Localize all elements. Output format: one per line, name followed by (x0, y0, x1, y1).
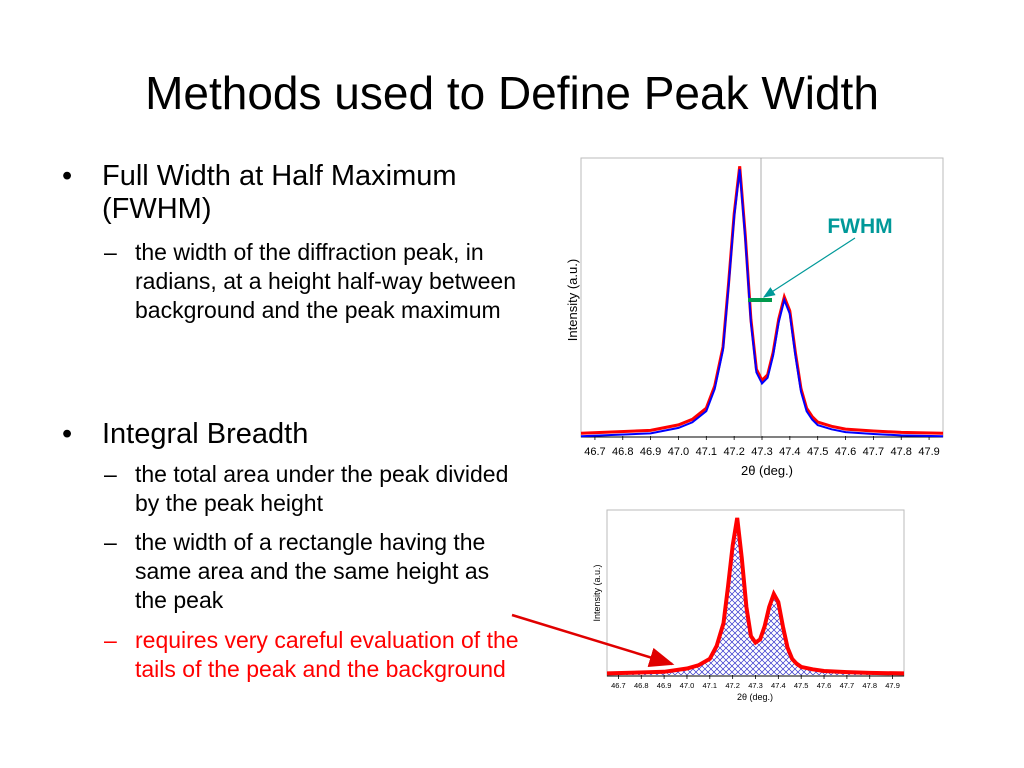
x-tick-label: 47.4 (779, 446, 800, 458)
integral-breadth-chart: 46.7 46.8 46.9 47.0 47.1 47.2 47.3 47.4 47.5 47.6… (592, 509, 905, 702)
tails-arrow (511, 613, 675, 667)
y-axis-label: Intensity (a.u.) (592, 564, 602, 621)
x-axis-label: 2θ (deg.) (741, 463, 793, 478)
bullet-dot-icon: • (62, 160, 73, 192)
bullet-text: Integral Breadth (102, 418, 309, 450)
x-tick-label: 47.2 (725, 681, 740, 690)
sub-bullet-text: the total area under the peak divided by… (135, 461, 509, 516)
x-tick-labels: 46.7 46.8 46.9 47.0 47.1 47.2 47.3 47.4 47.5 47.6… (611, 675, 900, 690)
series-line (606, 517, 905, 676)
x-tick-labels: 46.7 46.8 46.9 47.0 47.1 47.2 47.3 47.4 47.5 47.6… (584, 436, 940, 458)
fwhm-chart: 46.7 46.8 46.9 47.0 47.1 47.2 47.3 47.4 47.5 47.6… (565, 157, 944, 478)
x-tick-label: 46.8 (612, 446, 633, 458)
x-tick-label: 47.7 (840, 681, 855, 690)
bullet-text: Full Width at Half Maximum (FWHM) (102, 160, 457, 225)
series-blue-line (580, 169, 944, 438)
x-tick-label: 47.5 (794, 681, 809, 690)
x-tick-label: 46.7 (611, 681, 626, 690)
y-axis-label: Intensity (a.u.) (565, 259, 580, 341)
x-tick-label: 47.7 (863, 446, 884, 458)
x-tick-label: 46.9 (657, 681, 672, 690)
x-tick-label: 46.7 (584, 446, 605, 458)
sub-bullet-text: the width of the diffraction peak, in ra… (135, 239, 517, 323)
dash-icon: – (104, 529, 117, 555)
x-tick-label: 47.6 (835, 446, 856, 458)
x-tick-label: 47.2 (723, 446, 744, 458)
x-tick-label: 46.9 (640, 446, 661, 458)
x-tick-label: 47.1 (703, 681, 718, 690)
plot-frame (580, 157, 944, 438)
x-tick-label: 47.3 (751, 446, 772, 458)
slide-title: Methods used to Define Peak Width (145, 67, 879, 119)
dash-icon: – (104, 239, 117, 265)
x-tick-label: 47.4 (771, 681, 786, 690)
x-tick-label: 47.9 (885, 681, 900, 690)
x-tick-label: 47.5 (807, 446, 828, 458)
dash-icon: – (104, 461, 117, 487)
fwhm-arrow (762, 237, 856, 298)
series-red-line (606, 517, 905, 676)
x-tick-label: 47.3 (748, 681, 763, 690)
dash-icon: – (104, 627, 117, 653)
x-tick-label: 47.8 (862, 681, 877, 690)
x-tick-label: 47.9 (918, 446, 939, 458)
x-tick-label: 47.8 (891, 446, 912, 458)
x-tick-label: 47.6 (817, 681, 832, 690)
x-axis-label: 2θ (deg.) (737, 692, 773, 702)
x-tick-label: 47.0 (680, 681, 695, 690)
x-tick-label: 47.0 (668, 446, 689, 458)
series-lines (580, 166, 944, 438)
sub-bullet-text: the width of a rectangle having the same… (135, 529, 490, 613)
fwhm-annotation: FWHM (827, 215, 892, 238)
bullet-dot-icon: • (62, 418, 73, 450)
x-tick-label: 47.1 (696, 446, 717, 458)
x-tick-label: 46.8 (634, 681, 649, 690)
sub-bullet-text: requires very careful evaluation of the … (135, 627, 519, 682)
